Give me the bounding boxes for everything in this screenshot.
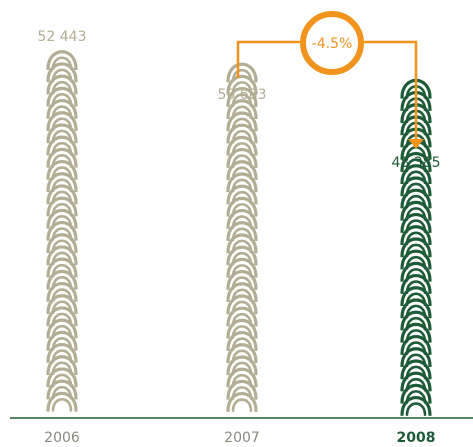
change-bracket-line xyxy=(236,40,418,140)
change-arrowhead xyxy=(408,139,424,149)
year-label-2008: 2008 xyxy=(397,430,436,446)
change-circle xyxy=(300,11,364,75)
year-label-2007: 2007 xyxy=(224,430,260,446)
bar-2006 xyxy=(46,50,78,412)
bars-layer xyxy=(46,50,432,416)
value-labels: 52 443 50 683 48 385 xyxy=(38,29,441,171)
year-label-2006: 2006 xyxy=(44,430,80,446)
value-label-2006: 52 443 xyxy=(38,29,87,45)
bar-2007 xyxy=(226,62,258,412)
value-label-2007: 50 683 xyxy=(218,87,267,103)
year-labels: 2006 2007 2008 xyxy=(44,430,435,446)
change-percentage-label: -4.5% xyxy=(312,36,353,52)
change-annotation: -4.5% xyxy=(236,11,424,149)
value-label-2008: 48 385 xyxy=(392,155,441,171)
